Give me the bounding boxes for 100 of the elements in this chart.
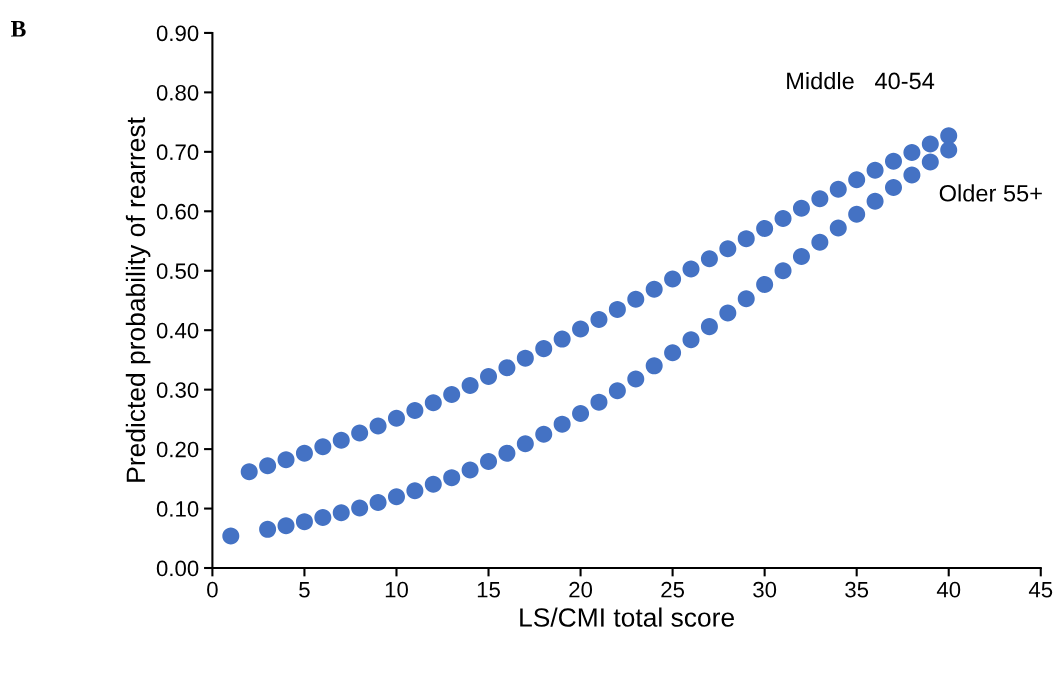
point — [222, 527, 240, 545]
point — [884, 179, 902, 197]
point — [645, 357, 663, 375]
point — [792, 247, 810, 265]
point — [461, 461, 479, 479]
point — [516, 349, 534, 367]
point — [921, 153, 939, 171]
x-axis-title: LS/CMI total score — [520, 607, 734, 627]
point — [351, 499, 369, 517]
point — [572, 320, 590, 338]
point — [848, 205, 866, 223]
point — [498, 359, 516, 377]
point — [608, 382, 626, 400]
point — [461, 376, 479, 394]
point — [424, 475, 442, 493]
point — [295, 444, 313, 462]
point — [480, 368, 498, 386]
point — [829, 180, 847, 198]
x-tick-label: 30 — [753, 581, 777, 598]
point — [553, 330, 571, 348]
point — [443, 469, 461, 487]
series-label: Older 55+ — [939, 184, 1042, 202]
point — [259, 457, 277, 475]
point — [553, 415, 571, 433]
point — [737, 230, 755, 248]
point — [480, 453, 498, 471]
x-tick-label: 0 — [207, 581, 218, 598]
text: B — [11, 21, 26, 37]
point — [682, 260, 700, 278]
point — [682, 331, 700, 349]
point — [369, 494, 387, 512]
y-tick-label: 0.30 — [156, 382, 199, 398]
point — [811, 190, 829, 208]
point — [424, 394, 442, 412]
y-tick-label: 0.10 — [156, 501, 199, 517]
point — [240, 463, 258, 481]
point — [700, 250, 718, 268]
point — [387, 488, 405, 506]
point — [792, 199, 810, 217]
point — [351, 424, 369, 442]
point — [645, 280, 663, 298]
point — [627, 290, 645, 308]
y-tick-label: 0.00 — [156, 560, 199, 577]
point — [664, 344, 682, 362]
y-tick-label: 0.70 — [156, 144, 199, 161]
point — [314, 438, 332, 456]
point — [590, 393, 608, 411]
point — [387, 409, 405, 427]
point — [884, 152, 902, 170]
point — [314, 508, 332, 526]
point — [295, 513, 313, 531]
point — [572, 404, 590, 422]
point — [848, 171, 866, 189]
point — [737, 290, 755, 308]
point — [719, 304, 737, 322]
x-tick-label: 20 — [569, 581, 593, 598]
point — [866, 161, 884, 179]
point — [719, 240, 737, 258]
point — [498, 444, 516, 462]
point — [664, 270, 682, 288]
point — [903, 166, 921, 184]
point — [756, 275, 774, 293]
y-tick-label: 0.20 — [156, 441, 199, 458]
y-tick-label: 0.50 — [156, 263, 199, 280]
point — [443, 385, 461, 403]
point — [277, 451, 295, 469]
point — [756, 220, 774, 238]
y-tick-label: 0.80 — [156, 84, 199, 101]
y-axis-title: Predicted probability of rearrest — [125, 117, 151, 482]
x-tick-label: 15 — [477, 582, 500, 598]
x-tick-label: 5 — [299, 582, 310, 598]
point — [774, 262, 792, 280]
point — [406, 482, 424, 500]
point — [627, 370, 645, 388]
point — [535, 340, 553, 358]
x-tick-label: 40 — [936, 581, 961, 598]
point — [277, 517, 295, 535]
point — [774, 209, 792, 227]
point — [369, 417, 387, 435]
point — [700, 318, 718, 336]
point — [259, 520, 277, 538]
point — [903, 143, 921, 161]
y-tick-label: 0.60 — [156, 203, 199, 220]
point — [921, 135, 939, 153]
point — [940, 127, 958, 145]
point — [590, 310, 608, 328]
point — [829, 219, 847, 237]
series-label: Middle 40-54 — [787, 72, 935, 90]
x-tick-label: 10 — [385, 581, 408, 598]
y-tick-label: 0.90 — [156, 25, 199, 42]
y-tick-label: 0.40 — [156, 322, 199, 339]
point — [811, 233, 829, 251]
point — [406, 401, 424, 419]
point — [332, 431, 350, 449]
x-tick-label: 25 — [661, 581, 685, 598]
x-tick-label: 35 — [845, 581, 869, 598]
point — [535, 425, 553, 443]
x-tick-label: 45 — [1028, 582, 1053, 598]
point — [516, 435, 534, 453]
point — [332, 504, 350, 522]
